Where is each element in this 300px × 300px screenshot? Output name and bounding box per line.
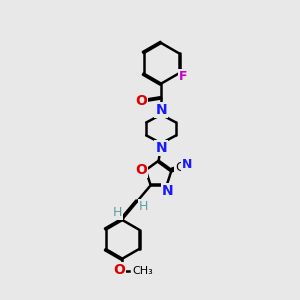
Text: O: O [135, 94, 147, 108]
Text: O: O [135, 163, 147, 177]
Text: H: H [113, 206, 122, 219]
Text: F: F [179, 70, 188, 83]
Text: N: N [162, 184, 174, 198]
Text: O: O [113, 263, 125, 277]
Text: H: H [139, 200, 148, 213]
Text: N: N [182, 158, 192, 171]
Text: N: N [155, 141, 167, 155]
Text: CH₃: CH₃ [133, 266, 154, 276]
Text: N: N [155, 103, 167, 117]
Text: C: C [175, 161, 184, 174]
